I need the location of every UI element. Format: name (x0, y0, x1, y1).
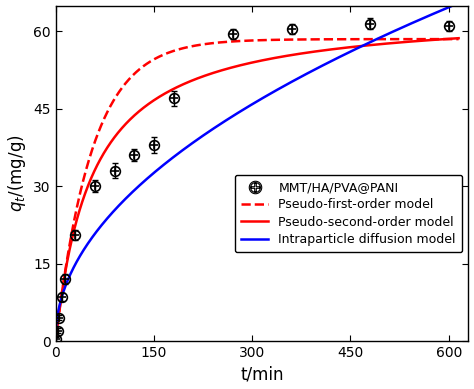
Pseudo-second-order model (298, 51, 303, 56)
Pseudo-first-order model (400, 37, 406, 42)
Intraparticle diffusion model (456, 1, 462, 5)
Pseudo-second-order model (53, 336, 59, 340)
Intraparticle diffusion model (78, 252, 83, 257)
Intraparticle diffusion model (287, 81, 292, 85)
Pseudo-second-order model (358, 44, 364, 48)
Intraparticle diffusion model (358, 44, 364, 49)
Pseudo-first-order model (53, 336, 59, 341)
Intraparticle diffusion model (298, 75, 303, 79)
Y-axis label: $q_{t}$/(mg/g): $q_{t}$/(mg/g) (6, 135, 27, 212)
Pseudo-first-order model (287, 37, 292, 42)
Intraparticle diffusion model (310, 68, 315, 73)
Legend: MMT/HA/PVA@PANI, Pseudo-first-order model, Pseudo-second-order model, Intraparti: MMT/HA/PVA@PANI, Pseudo-first-order mode… (235, 175, 462, 252)
Pseudo-first-order model (310, 37, 315, 42)
Intraparticle diffusion model (400, 25, 406, 30)
Pseudo-second-order model (310, 49, 315, 54)
Line: Pseudo-second-order model: Pseudo-second-order model (56, 38, 459, 338)
Line: Intraparticle diffusion model: Intraparticle diffusion model (56, 3, 459, 329)
X-axis label: t/min: t/min (240, 365, 284, 384)
Pseudo-second-order model (456, 36, 462, 40)
Pseudo-second-order model (400, 40, 406, 44)
Pseudo-first-order model (358, 37, 364, 42)
Pseudo-first-order model (298, 37, 303, 42)
Pseudo-first-order model (78, 189, 83, 193)
Pseudo-second-order model (78, 205, 83, 209)
Pseudo-first-order model (456, 37, 462, 42)
Pseudo-second-order model (287, 53, 292, 58)
Intraparticle diffusion model (53, 326, 59, 331)
Line: Pseudo-first-order model: Pseudo-first-order model (56, 39, 459, 338)
